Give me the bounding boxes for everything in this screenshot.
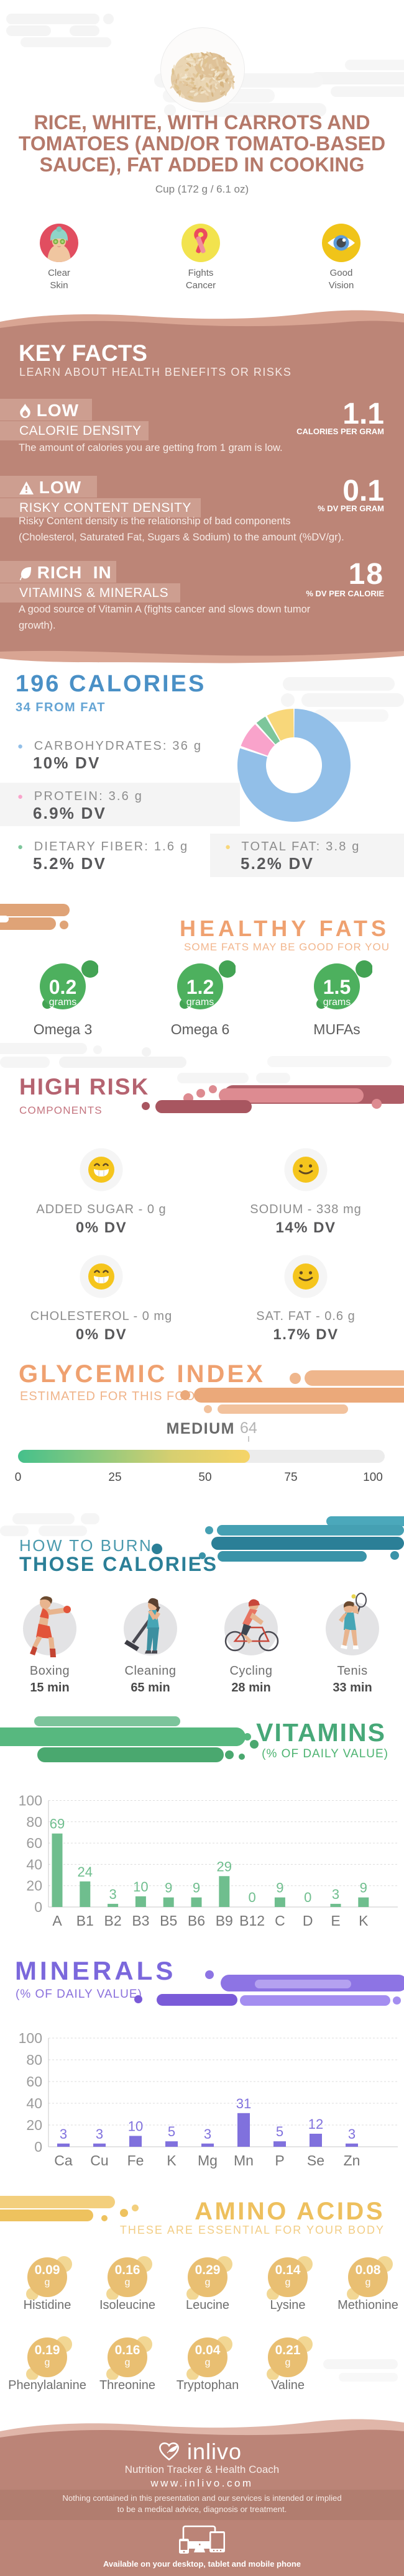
svg-text:0: 0: [304, 1890, 311, 1905]
svg-text:3: 3: [332, 1886, 339, 1902]
svg-text:5: 5: [168, 2124, 175, 2139]
svg-text:0: 0: [34, 2139, 42, 2155]
svg-text:24: 24: [78, 1864, 93, 1880]
svg-text:80: 80: [26, 1814, 42, 1830]
svg-text:20: 20: [26, 2117, 42, 2133]
svg-text:Se: Se: [307, 2152, 324, 2169]
svg-text:100: 100: [19, 1793, 42, 1809]
svg-text:5: 5: [276, 2124, 283, 2139]
svg-text:B2: B2: [104, 1913, 122, 1929]
svg-text:69: 69: [50, 1816, 65, 1832]
svg-text:Ca: Ca: [54, 2152, 73, 2169]
svg-text:10: 10: [128, 2119, 143, 2134]
svg-text:B12: B12: [239, 1913, 265, 1929]
svg-text:3: 3: [109, 1886, 116, 1902]
svg-text:C: C: [275, 1913, 285, 1929]
svg-text:100: 100: [19, 2030, 42, 2046]
svg-text:K: K: [167, 2152, 177, 2169]
svg-text:60: 60: [26, 1835, 42, 1851]
svg-text:B6: B6: [188, 1913, 205, 1929]
svg-text:20: 20: [26, 1878, 42, 1894]
svg-text:Mn: Mn: [234, 2152, 254, 2169]
svg-text:3: 3: [96, 2126, 103, 2142]
svg-text:Fe: Fe: [127, 2152, 144, 2169]
svg-text:0: 0: [248, 1890, 255, 1905]
svg-text:Cu: Cu: [90, 2152, 108, 2169]
svg-text:12: 12: [308, 2116, 323, 2132]
svg-text:40: 40: [26, 1856, 42, 1872]
svg-text:D: D: [303, 1913, 313, 1929]
svg-text:9: 9: [165, 1880, 172, 1896]
svg-text:B1: B1: [76, 1913, 94, 1929]
svg-text:0: 0: [34, 1899, 42, 1915]
svg-text:B5: B5: [160, 1913, 177, 1929]
svg-text:31: 31: [236, 2096, 251, 2111]
svg-text:29: 29: [217, 1859, 232, 1874]
svg-text:9: 9: [360, 1880, 367, 1896]
svg-text:80: 80: [26, 2052, 42, 2068]
svg-text:3: 3: [348, 2126, 356, 2142]
svg-text:9: 9: [193, 1880, 200, 1896]
svg-text:Mg: Mg: [198, 2152, 218, 2169]
svg-text:3: 3: [60, 2126, 67, 2142]
svg-text:B9: B9: [216, 1913, 233, 1929]
svg-text:B3: B3: [132, 1913, 149, 1929]
svg-text:A: A: [52, 1913, 62, 1929]
svg-text:40: 40: [26, 2095, 42, 2111]
svg-text:E: E: [331, 1913, 340, 1929]
svg-text:3: 3: [204, 2126, 211, 2142]
svg-text:K: K: [359, 1913, 369, 1929]
svg-text:60: 60: [26, 2073, 42, 2090]
svg-text:P: P: [275, 2152, 284, 2169]
svg-text:Zn: Zn: [344, 2152, 360, 2169]
svg-text:9: 9: [276, 1880, 283, 1896]
svg-text:10: 10: [133, 1879, 148, 1895]
